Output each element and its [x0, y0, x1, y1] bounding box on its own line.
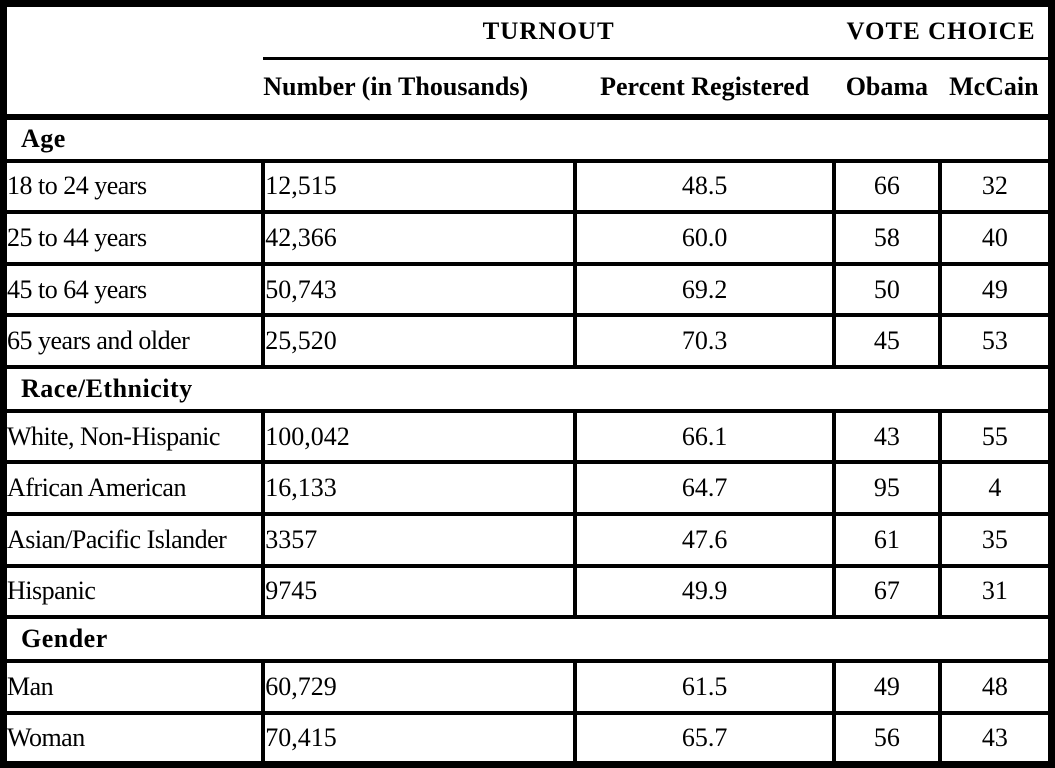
table-row-65-and-older: 65 years and older 25,520 70.3 45 53 — [1, 313, 1054, 369]
cell-obama: 50 — [832, 261, 942, 318]
table-row-18-to-24: 18 to 24 years 12,515 48.5 66 32 — [1, 158, 1054, 215]
turnout-group-header: TURNOUT — [263, 3, 835, 60]
cell-percent-registered: 49.9 — [573, 563, 837, 620]
cell-obama: 58 — [832, 210, 942, 266]
corner-cell — [4, 4, 264, 59]
cell-mccain: 35 — [937, 512, 1054, 568]
cell-label: Asian/Pacific Islander — [1, 512, 266, 568]
vote-choice-group-header: VOTE CHOICE — [834, 3, 1052, 60]
cell-number: 12,515 — [261, 158, 578, 215]
column-header-row: Number (in Thousands) Percent Registered… — [3, 58, 1052, 120]
cell-number: 50,743 — [261, 261, 578, 318]
section-label: Age — [3, 114, 1052, 163]
cell-label: Woman — [1, 710, 266, 767]
table-row-hispanic: Hispanic 9745 49.9 67 31 — [1, 563, 1054, 620]
cell-label: 25 to 44 years — [1, 210, 266, 266]
cell-number: 100,042 — [261, 408, 578, 465]
section-header-race-ethnicity: Race/Ethnicity — [3, 364, 1052, 413]
cell-label: 65 years and older — [1, 313, 266, 369]
section-label: Gender — [3, 615, 1052, 664]
cell-percent-registered: 70.3 — [573, 313, 837, 369]
col-header-mccain: McCain — [939, 58, 1052, 120]
table-row-45-to-64: 45 to 64 years 50,743 69.2 50 49 — [1, 261, 1054, 318]
table-row-man: Man 60,729 61.5 49 48 — [1, 659, 1054, 715]
section-header-gender: Gender — [3, 615, 1052, 664]
cell-percent-registered: 65.7 — [573, 710, 837, 767]
cell-percent-registered: 64.7 — [573, 460, 837, 517]
cell-mccain: 48 — [937, 659, 1054, 715]
table-row-white-non-hispanic: White, Non-Hispanic 100,042 66.1 43 55 — [1, 408, 1054, 465]
cell-obama: 66 — [832, 158, 942, 215]
cell-obama: 56 — [832, 710, 942, 767]
cell-label: African American — [1, 460, 266, 517]
cell-mccain: 31 — [937, 563, 1054, 620]
section-header-age: Age — [3, 114, 1052, 163]
cell-label: 18 to 24 years — [1, 158, 266, 215]
col-header-category — [3, 58, 264, 120]
cell-percent-registered: 69.2 — [573, 261, 837, 318]
cell-obama: 43 — [832, 408, 942, 465]
col-header-percent-registered: Percent Registered — [575, 58, 835, 120]
table-row-african-american: African American 16,133 64.7 95 4 — [1, 460, 1054, 517]
cell-obama: 95 — [832, 460, 942, 517]
col-header-obama: Obama — [834, 58, 940, 120]
cell-number: 60,729 — [261, 659, 578, 715]
cell-number: 16,133 — [261, 460, 578, 517]
cell-obama: 61 — [832, 512, 942, 568]
cell-percent-registered: 47.6 — [573, 512, 837, 568]
cell-percent-registered: 48.5 — [573, 158, 837, 215]
section-label: Race/Ethnicity — [3, 364, 1052, 413]
col-header-number: Number (in Thousands) — [263, 58, 576, 120]
cell-obama: 45 — [832, 313, 942, 369]
cell-number: 25,520 — [261, 313, 578, 369]
cell-percent-registered: 60.0 — [573, 210, 837, 266]
table-row-asian-pacific-islander: Asian/Pacific Islander 3357 47.6 61 35 — [1, 512, 1054, 568]
cell-mccain: 4 — [937, 460, 1054, 517]
cell-mccain: 40 — [937, 210, 1054, 266]
cell-mccain: 53 — [937, 313, 1054, 369]
cell-label: Hispanic — [1, 563, 266, 620]
cell-obama: 67 — [832, 563, 942, 620]
cell-percent-registered: 66.1 — [573, 408, 837, 465]
table-row-25-to-44: 25 to 44 years 42,366 60.0 58 40 — [1, 210, 1054, 266]
group-header-row: TURNOUT VOTE CHOICE — [4, 3, 1052, 60]
cell-obama: 49 — [832, 659, 942, 715]
cell-number: 70,415 — [261, 710, 578, 767]
cell-label: Man — [1, 659, 266, 715]
table-row-woman: Woman 70,415 65.7 56 43 — [1, 710, 1054, 767]
cell-mccain: 32 — [937, 158, 1054, 215]
cell-number: 42,366 — [261, 210, 578, 266]
cell-mccain: 55 — [937, 408, 1054, 465]
cell-mccain: 49 — [937, 261, 1054, 318]
cell-label: White, Non-Hispanic — [1, 408, 266, 465]
cell-percent-registered: 61.5 — [573, 659, 837, 715]
cell-mccain: 43 — [937, 710, 1054, 767]
cell-number: 3357 — [261, 512, 578, 568]
cell-number: 9745 — [261, 563, 578, 620]
cell-label: 45 to 64 years — [1, 261, 266, 318]
